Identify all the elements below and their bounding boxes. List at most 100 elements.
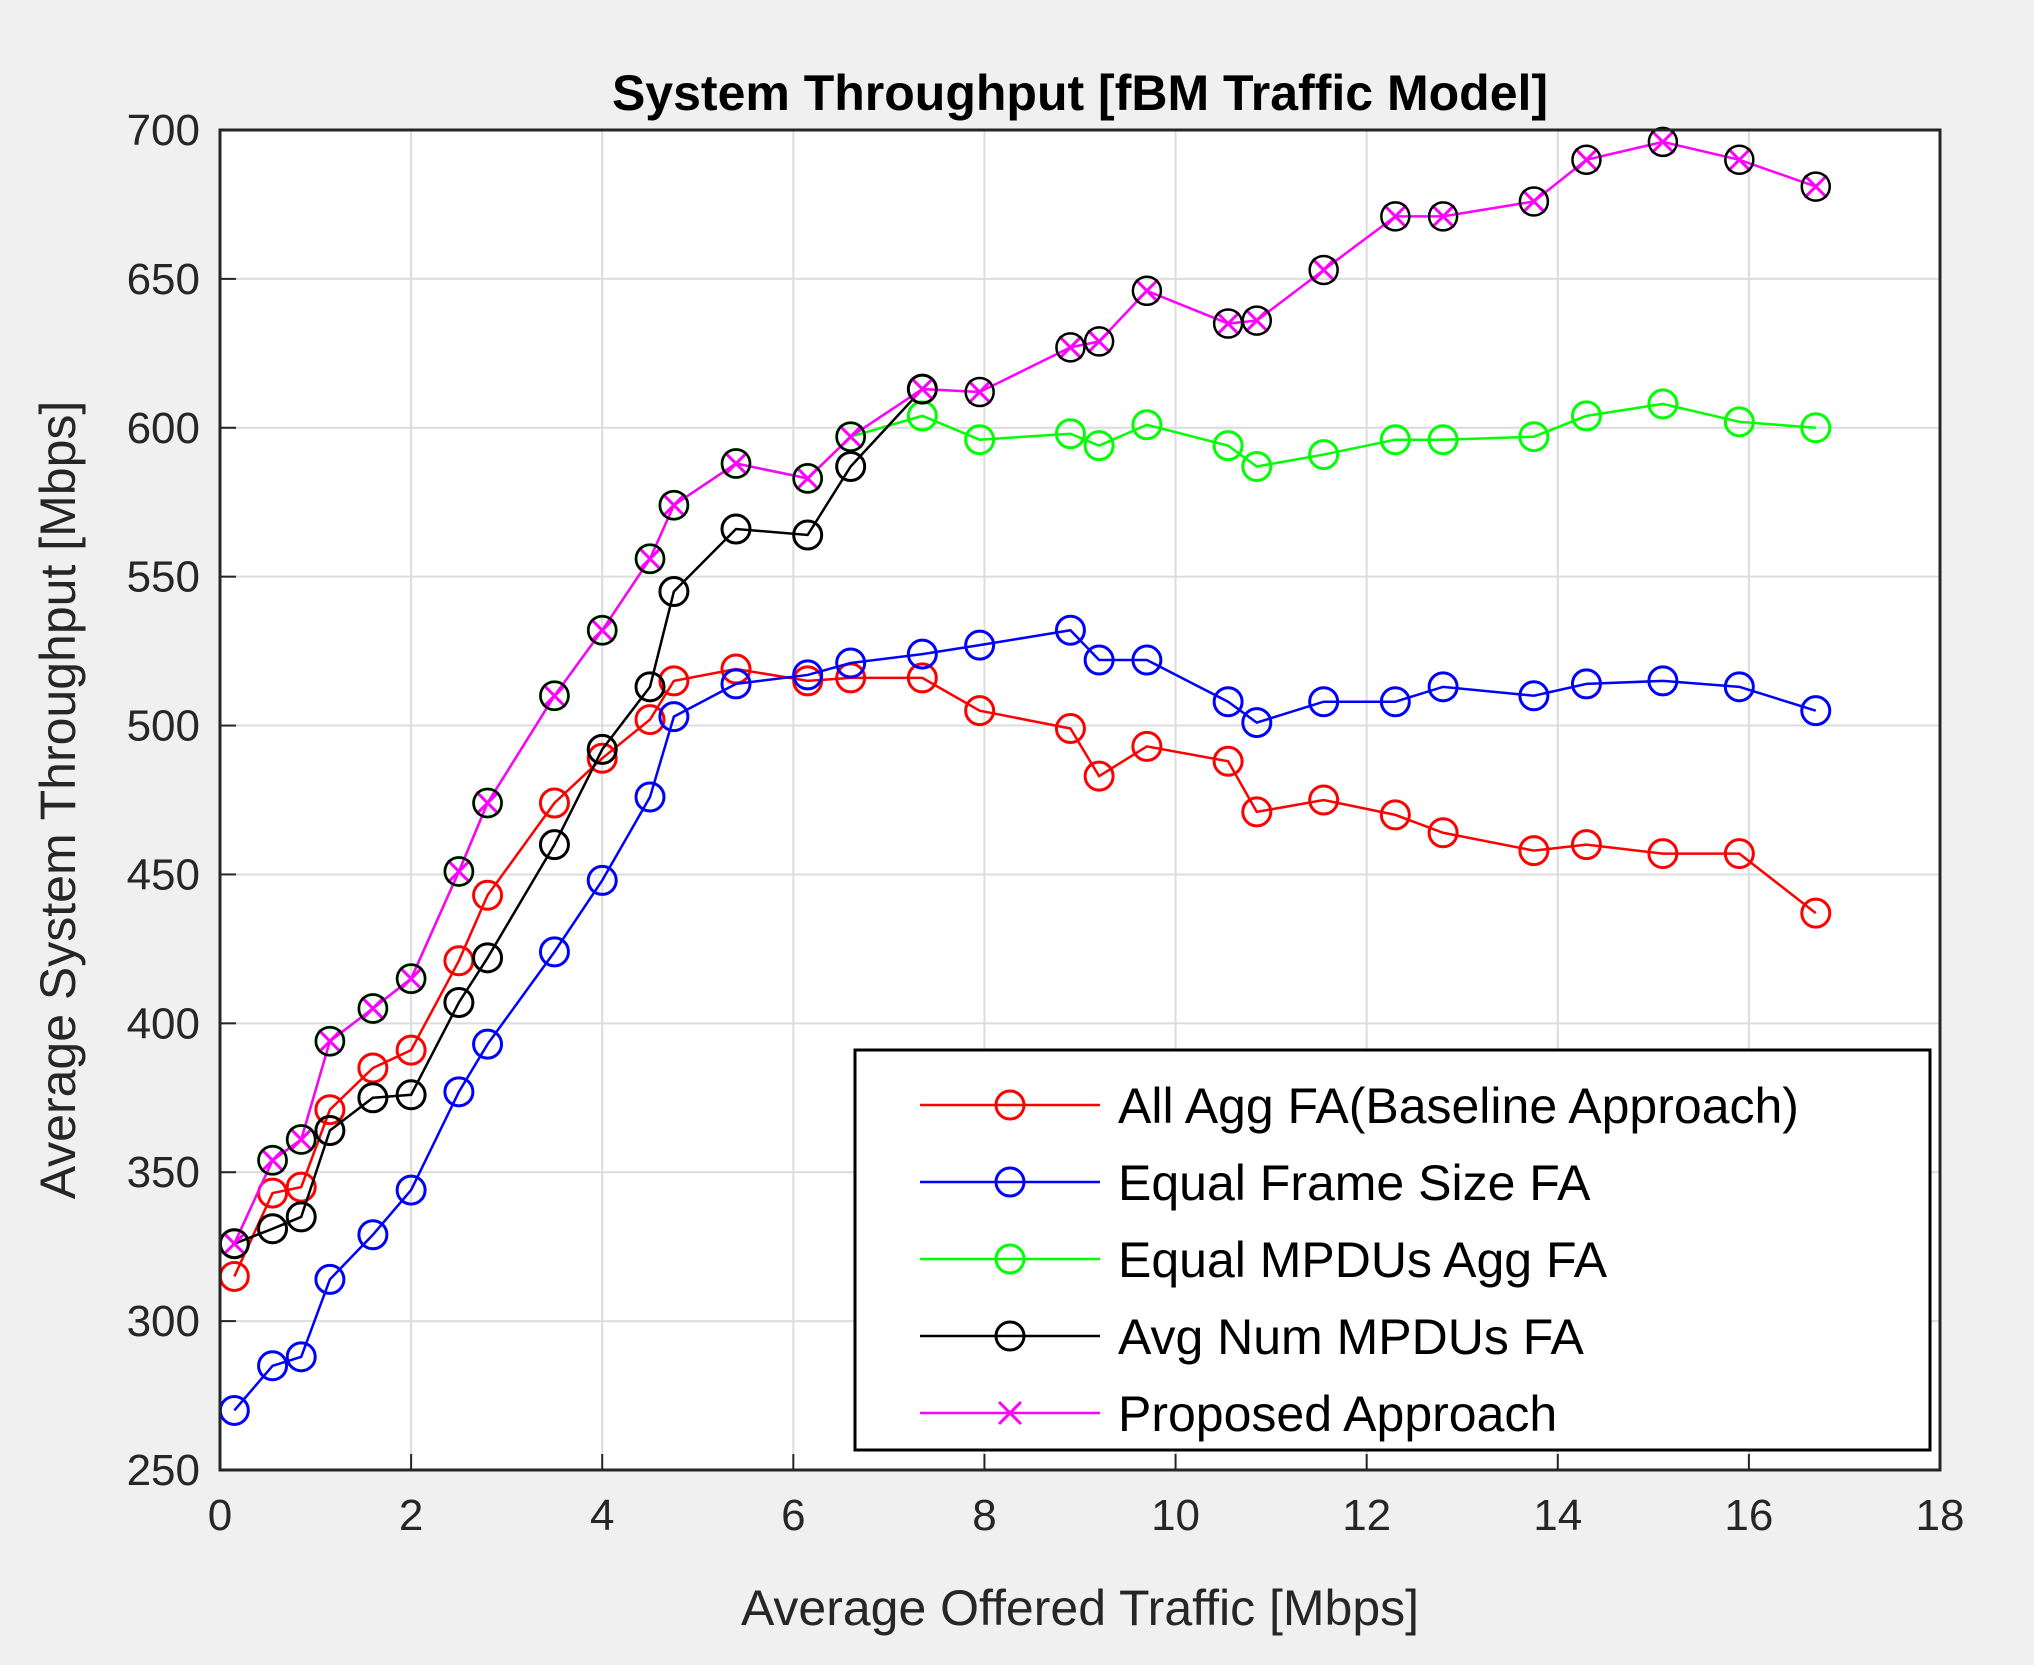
data-point [472, 1028, 504, 1060]
data-point [906, 638, 938, 670]
data-point-b [542, 683, 567, 708]
data-point [1241, 796, 1273, 828]
y-tick-label: 650 [127, 255, 200, 304]
legend-box [853, 1048, 1932, 1452]
data-point [634, 704, 666, 736]
y-tick-label: 400 [127, 999, 200, 1048]
data-point-overlap [907, 373, 938, 405]
data-point-b [446, 859, 471, 884]
data-point-b [1244, 308, 1269, 333]
chart-title: System Throughput [fBM Traffic Model] [612, 65, 1548, 121]
data-point-b [1216, 311, 1241, 336]
data-point [538, 936, 570, 968]
data-point [257, 1350, 289, 1382]
data-point [1308, 784, 1340, 816]
y-tick-label: 550 [127, 553, 200, 602]
data-point [1054, 713, 1086, 745]
data-point [538, 829, 570, 861]
data-point-b [1574, 147, 1599, 172]
data-point [472, 942, 504, 974]
plot-frame [218, 128, 1942, 1472]
data-point-b [1803, 174, 1828, 199]
legend-entry-1: Equal Frame Size FA [920, 1155, 1591, 1211]
legend-label: Proposed Approach [1118, 1386, 1557, 1442]
data-point-overlap [1131, 275, 1163, 307]
x-axis-label: Average Offered Traffic [Mbps] [741, 1580, 1419, 1636]
data-point [1379, 799, 1411, 831]
data-point [1800, 897, 1832, 929]
data-point [314, 1263, 346, 1295]
y-tick-label: 600 [127, 404, 200, 453]
data-point [835, 647, 867, 679]
data-point [1647, 388, 1679, 420]
data-point-overlap [720, 448, 752, 479]
data-point-b [317, 1029, 342, 1054]
y-axis-label: Average System Throughput [Mbps] [30, 401, 86, 1200]
data-point [1241, 707, 1273, 739]
data-point [443, 1076, 475, 1108]
series-0 [218, 653, 1832, 1292]
legend-entry-4: Proposed Approach [920, 1386, 1557, 1442]
data-point [538, 787, 570, 819]
data-point [586, 733, 618, 765]
legend-label: Equal MPDUs Agg FA [1118, 1232, 1608, 1288]
legend-label: All Agg FA(Baseline Approach) [1118, 1078, 1799, 1134]
data-point-overlap [1241, 305, 1273, 336]
series-4 [219, 126, 1832, 1259]
data-point [1131, 644, 1163, 676]
data-point-b [1727, 147, 1752, 172]
data-point-overlap [634, 543, 666, 575]
data-point-b [1058, 335, 1083, 360]
legend[interactable]: All Agg FA(Baseline Approach) Equal Frame… [853, 1048, 1932, 1452]
legend-entry-2: Equal MPDUs Agg FA [920, 1232, 1608, 1288]
data-point [1723, 838, 1755, 870]
data-point [314, 1115, 346, 1147]
x-tick-label: 2 [399, 1491, 423, 1540]
data-point [1723, 406, 1755, 438]
data-point [1723, 671, 1755, 703]
data-point-b [222, 1231, 247, 1256]
data-point [357, 1219, 389, 1251]
data-point-overlap [1083, 326, 1115, 357]
series-1 [218, 614, 1832, 1426]
data-point [1054, 614, 1086, 646]
data-point-b [475, 790, 500, 816]
data-point [357, 1052, 389, 1084]
data-point-overlap [658, 489, 690, 521]
data-point-b [590, 618, 615, 643]
data-point [1308, 439, 1340, 471]
y-tick-label: 500 [127, 702, 200, 751]
legend-entry-0: All Agg FA(Baseline Approach) [920, 1078, 1799, 1134]
data-point [1212, 430, 1244, 462]
series-line [233, 388, 924, 1245]
data-point-overlap [1308, 254, 1339, 286]
data-point [658, 576, 690, 608]
data-point [906, 662, 938, 694]
data-point [1083, 760, 1115, 792]
data-point [1131, 409, 1163, 441]
legend-marker-b [997, 1400, 1023, 1426]
data-point-b [637, 546, 663, 571]
data-point-overlap [1647, 126, 1679, 158]
data-point [964, 424, 996, 456]
data-point-b [1087, 329, 1112, 354]
data-point [720, 513, 752, 545]
data-point [1379, 424, 1411, 456]
data-point-overlap [1055, 332, 1086, 363]
data-point [1570, 829, 1602, 861]
data-point [1800, 695, 1832, 727]
x-tick-label: 10 [1151, 1491, 1200, 1540]
data-point [1083, 644, 1115, 676]
data-point-b [1521, 189, 1546, 214]
data-point-b [260, 1148, 285, 1173]
y-tick-labels: 250 300 350 400 450 500 550 600 650 700 [127, 106, 200, 1495]
legend-marker [994, 1243, 1026, 1275]
data-point-overlap [1380, 201, 1411, 232]
data-point-b [1650, 129, 1675, 154]
data-point [658, 665, 690, 697]
data-point-b [661, 493, 686, 518]
data-point-overlap [357, 993, 389, 1024]
data-point [443, 986, 475, 1018]
data-point-overlap [586, 615, 618, 646]
